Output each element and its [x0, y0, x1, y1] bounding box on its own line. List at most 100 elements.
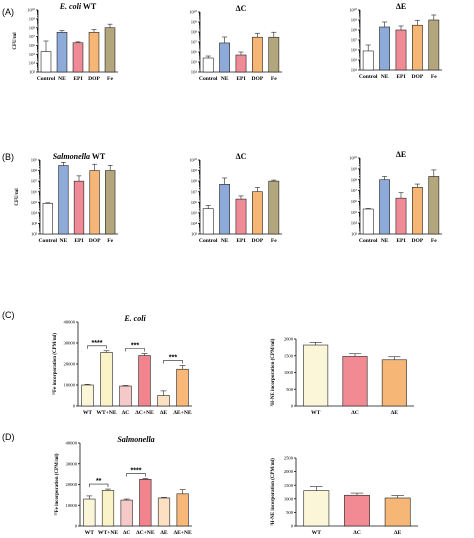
- bar-Control: [40, 51, 52, 73]
- y-tick-label: 0: [291, 404, 294, 409]
- x-tick-label: DOP: [88, 76, 100, 82]
- x-tick-label: Control: [199, 238, 218, 244]
- significance-label: ****: [131, 467, 142, 474]
- y-tick-label: 10⁵: [191, 210, 198, 215]
- bar-EPI: [235, 198, 247, 235]
- bar-Fe: [428, 176, 440, 235]
- panel-label-a: (A): [2, 7, 14, 17]
- chart-a-2: 10⁴ 10⁵ 10⁶ 10⁷ 10⁸ 10⁹ 10¹⁰ ΔE Control NE EPI DOP F…: [349, 2, 442, 80]
- x-tick-label: WT+NE: [96, 410, 117, 416]
- y-tick-label: 0: [75, 524, 78, 529]
- y-tick-label: 10⁷: [191, 189, 198, 194]
- y-tick-label: 10⁵: [191, 60, 198, 65]
- y-axis-label: ⁵⁵Fe incorporation (CPM/ml): [54, 453, 60, 515]
- bar-ΔC: [344, 494, 370, 527]
- y-tick-label: 10⁸: [31, 168, 38, 173]
- panel-label-b: (B): [2, 152, 14, 162]
- x-tick-label: Fe: [271, 238, 277, 244]
- bar-NE: [58, 165, 69, 235]
- bar-Control: [362, 50, 374, 71]
- significance-bracket: [163, 360, 183, 364]
- bar-ΔE+NE: [176, 493, 189, 527]
- bar-NE: [379, 26, 390, 71]
- y-axis-label: CFU/ml: [13, 32, 18, 50]
- bar-EPI: [72, 42, 84, 73]
- bar-DOP: [88, 32, 100, 73]
- bar-EPI: [235, 54, 247, 73]
- bar-WT: [81, 384, 94, 407]
- chart-title-rest: WT: [81, 2, 97, 11]
- significance-label: ****: [92, 340, 103, 347]
- y-tick-label: 10¹⁰: [189, 158, 197, 163]
- bar-EPI: [395, 197, 407, 235]
- chart-title: ΔE: [396, 150, 406, 159]
- x-tick-label: ΔE+NE: [173, 410, 191, 416]
- x-tick-label: Control: [199, 76, 218, 82]
- bar-ΔC+NE: [138, 355, 151, 407]
- y-tick-label: 10⁶: [351, 48, 358, 53]
- x-tick-label: NE: [221, 238, 229, 244]
- chart-title: ΔC: [236, 152, 247, 161]
- bar-DOP: [412, 24, 423, 71]
- y-tick-label: 10⁴: [31, 210, 38, 215]
- x-tick-label: ΔC+NE: [135, 410, 154, 416]
- x-tick-label: Control: [359, 238, 378, 244]
- y-tick-label: 10⁸: [191, 30, 198, 35]
- significance-bracket: [126, 473, 146, 477]
- y-tick-label: 10⁷: [351, 38, 358, 43]
- bar-EPI: [73, 180, 85, 235]
- y-tick-label: 10⁶: [29, 43, 36, 48]
- y-tick-label: 10⁴: [191, 70, 198, 75]
- y-tick-label: 40000: [64, 320, 76, 325]
- bar-Control: [202, 208, 214, 235]
- x-tick-label: DOP: [411, 238, 423, 244]
- x-tick-label: ΔC: [351, 410, 359, 416]
- y-tick-label: 10²: [31, 232, 38, 237]
- bar-NE: [56, 32, 68, 73]
- y-tick-label: 500: [286, 387, 294, 392]
- x-tick-label: DOP: [411, 74, 423, 80]
- y-tick-label: 10⁷: [351, 188, 358, 193]
- bar-ΔE: [381, 359, 407, 407]
- bar-DOP: [89, 170, 100, 235]
- y-tick-label: 10⁴: [191, 221, 198, 226]
- chart-b-5: 10³ 10⁴ 10⁵ 10⁶ 10⁷ 10⁸ 10⁹ 10¹⁰ ΔE Control NE EPI D…: [349, 150, 442, 244]
- bar-Fe: [104, 27, 116, 73]
- y-tick-label: 10⁸: [29, 25, 36, 30]
- y-tick-label: 10⁶: [191, 50, 198, 55]
- x-tick-label: NE: [381, 74, 389, 80]
- bar-Control: [362, 208, 374, 235]
- y-tick-label: 10¹⁰: [349, 156, 357, 161]
- y-tick-label: 10³: [351, 232, 358, 237]
- y-tick-label: 10⁴: [351, 221, 358, 226]
- x-tick-label: NE: [58, 76, 66, 82]
- chart-b-4: 10³ 10⁴ 10⁵ 10⁶ 10⁷ 10⁸ 10⁹ 10¹⁰ ΔC Control NE EPI D…: [189, 152, 282, 244]
- x-tick-label: NE: [60, 238, 68, 244]
- y-tick-label: 30000: [66, 461, 78, 466]
- bar-ΔE: [157, 395, 170, 407]
- y-tick-label: 10⁹: [191, 168, 198, 173]
- y-tick-label: 10⁵: [351, 58, 358, 63]
- x-tick-label: WT: [83, 410, 93, 416]
- y-tick-label: 10¹⁰: [189, 10, 197, 15]
- y-tick-label: 10⁶: [31, 189, 38, 194]
- y-tick-label: 20000: [66, 482, 78, 487]
- y-tick-label: 0: [291, 524, 294, 529]
- x-tick-label: EPI: [236, 238, 245, 244]
- y-tick-label: 10⁹: [29, 16, 36, 21]
- y-tick-label: 10⁴: [29, 61, 36, 66]
- x-tick-label: Control: [37, 76, 56, 82]
- y-tick-label: 2500: [284, 456, 294, 461]
- y-tick-label: 10⁵: [31, 200, 38, 205]
- x-tick-label: EPI: [396, 74, 405, 80]
- x-tick-label: ΔE: [160, 410, 168, 416]
- bar-EPI: [395, 29, 407, 71]
- y-tick-label: 10⁶: [191, 200, 198, 205]
- bar-DOP: [412, 187, 423, 235]
- y-tick-label: 1000: [284, 370, 294, 375]
- y-axis-label: ³H-NE incorporation (CPM/ml): [270, 458, 276, 526]
- significance-label: **: [96, 478, 102, 485]
- y-tick-label: 2000: [284, 337, 294, 342]
- y-tick-label: 10⁵: [351, 210, 358, 215]
- bar-Fe: [428, 19, 440, 71]
